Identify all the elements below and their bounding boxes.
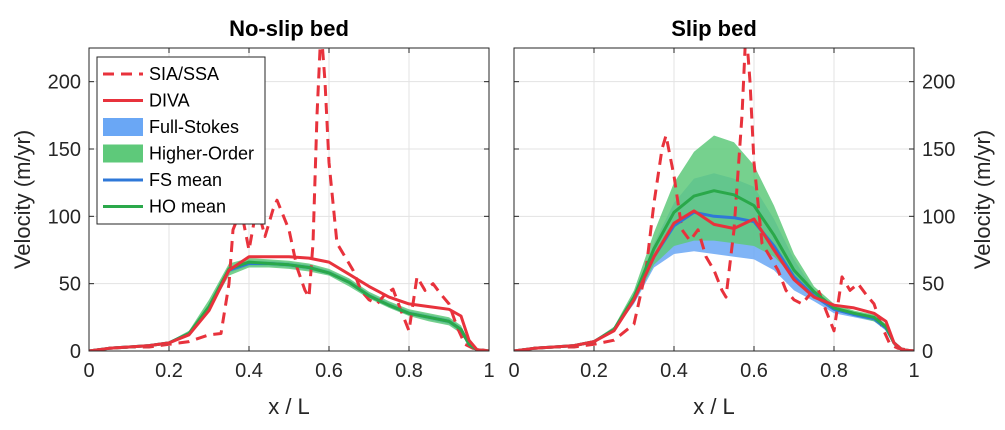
x-tick-label: 0.8 xyxy=(820,360,848,382)
legend-label-ho-mean: HO mean xyxy=(149,197,226,217)
legend-label-diva: DIVA xyxy=(149,91,190,111)
x-axis-label: x / L xyxy=(693,394,735,419)
plot-marks xyxy=(514,48,914,351)
y-tick-label: 50 xyxy=(59,274,81,296)
legend-label-fs-mean: FS mean xyxy=(149,170,222,190)
line-diva xyxy=(514,209,914,351)
y-axis-label: Velocity (m/yr) xyxy=(970,130,995,269)
legend-label-higher-order: Higher-Order xyxy=(149,144,254,164)
line-sia-ssa xyxy=(89,48,489,351)
x-axis-label: x / L xyxy=(268,394,310,419)
y-tick-label: 200 xyxy=(922,72,955,94)
x-tick-label: 1 xyxy=(483,360,494,382)
chart-title: Slip bed xyxy=(671,16,757,41)
chart-title: No-slip bed xyxy=(229,16,349,41)
plot-marks xyxy=(89,48,489,351)
y-tick-label: 150 xyxy=(48,139,81,161)
x-tick-label: 0.4 xyxy=(660,360,688,382)
band-higher-order xyxy=(514,135,914,351)
x-tick-label: 0.6 xyxy=(315,360,343,382)
x-tick-label: 1 xyxy=(908,360,919,382)
axes-box xyxy=(88,47,490,352)
x-tick-label: 0.4 xyxy=(235,360,263,382)
y-tick-label: 0 xyxy=(922,341,933,363)
y-tick-label: 100 xyxy=(48,206,81,228)
y-tick-label: 50 xyxy=(922,274,944,296)
y-tick-label: 200 xyxy=(48,72,81,94)
legend-swatch-higher-order xyxy=(103,144,143,163)
legend: SIA/SSA DIVA Full-Stokes Higher-Order FS mea… xyxy=(96,56,266,225)
y-tick-label: 150 xyxy=(922,139,955,161)
x-tick-label: 0.6 xyxy=(740,360,768,382)
x-tick-label: 0 xyxy=(83,360,94,382)
legend-label-sia-ssa: SIA/SSA xyxy=(149,64,219,84)
x-tick-label: 0.8 xyxy=(395,360,423,382)
y-tick-label: 0 xyxy=(70,341,81,363)
line-diva xyxy=(89,255,489,351)
axes-box xyxy=(513,47,915,352)
x-tick-label: 0.2 xyxy=(580,360,608,382)
y-axis-label: Velocity (m/yr) xyxy=(10,130,35,269)
x-tick-label: 0 xyxy=(508,360,519,382)
legend-swatch-full-stokes xyxy=(103,118,143,136)
y-tick-label: 100 xyxy=(922,206,955,228)
legend-label-full-stokes: Full-Stokes xyxy=(149,117,239,137)
legend-box xyxy=(96,56,266,225)
x-tick-label: 0.2 xyxy=(155,360,183,382)
